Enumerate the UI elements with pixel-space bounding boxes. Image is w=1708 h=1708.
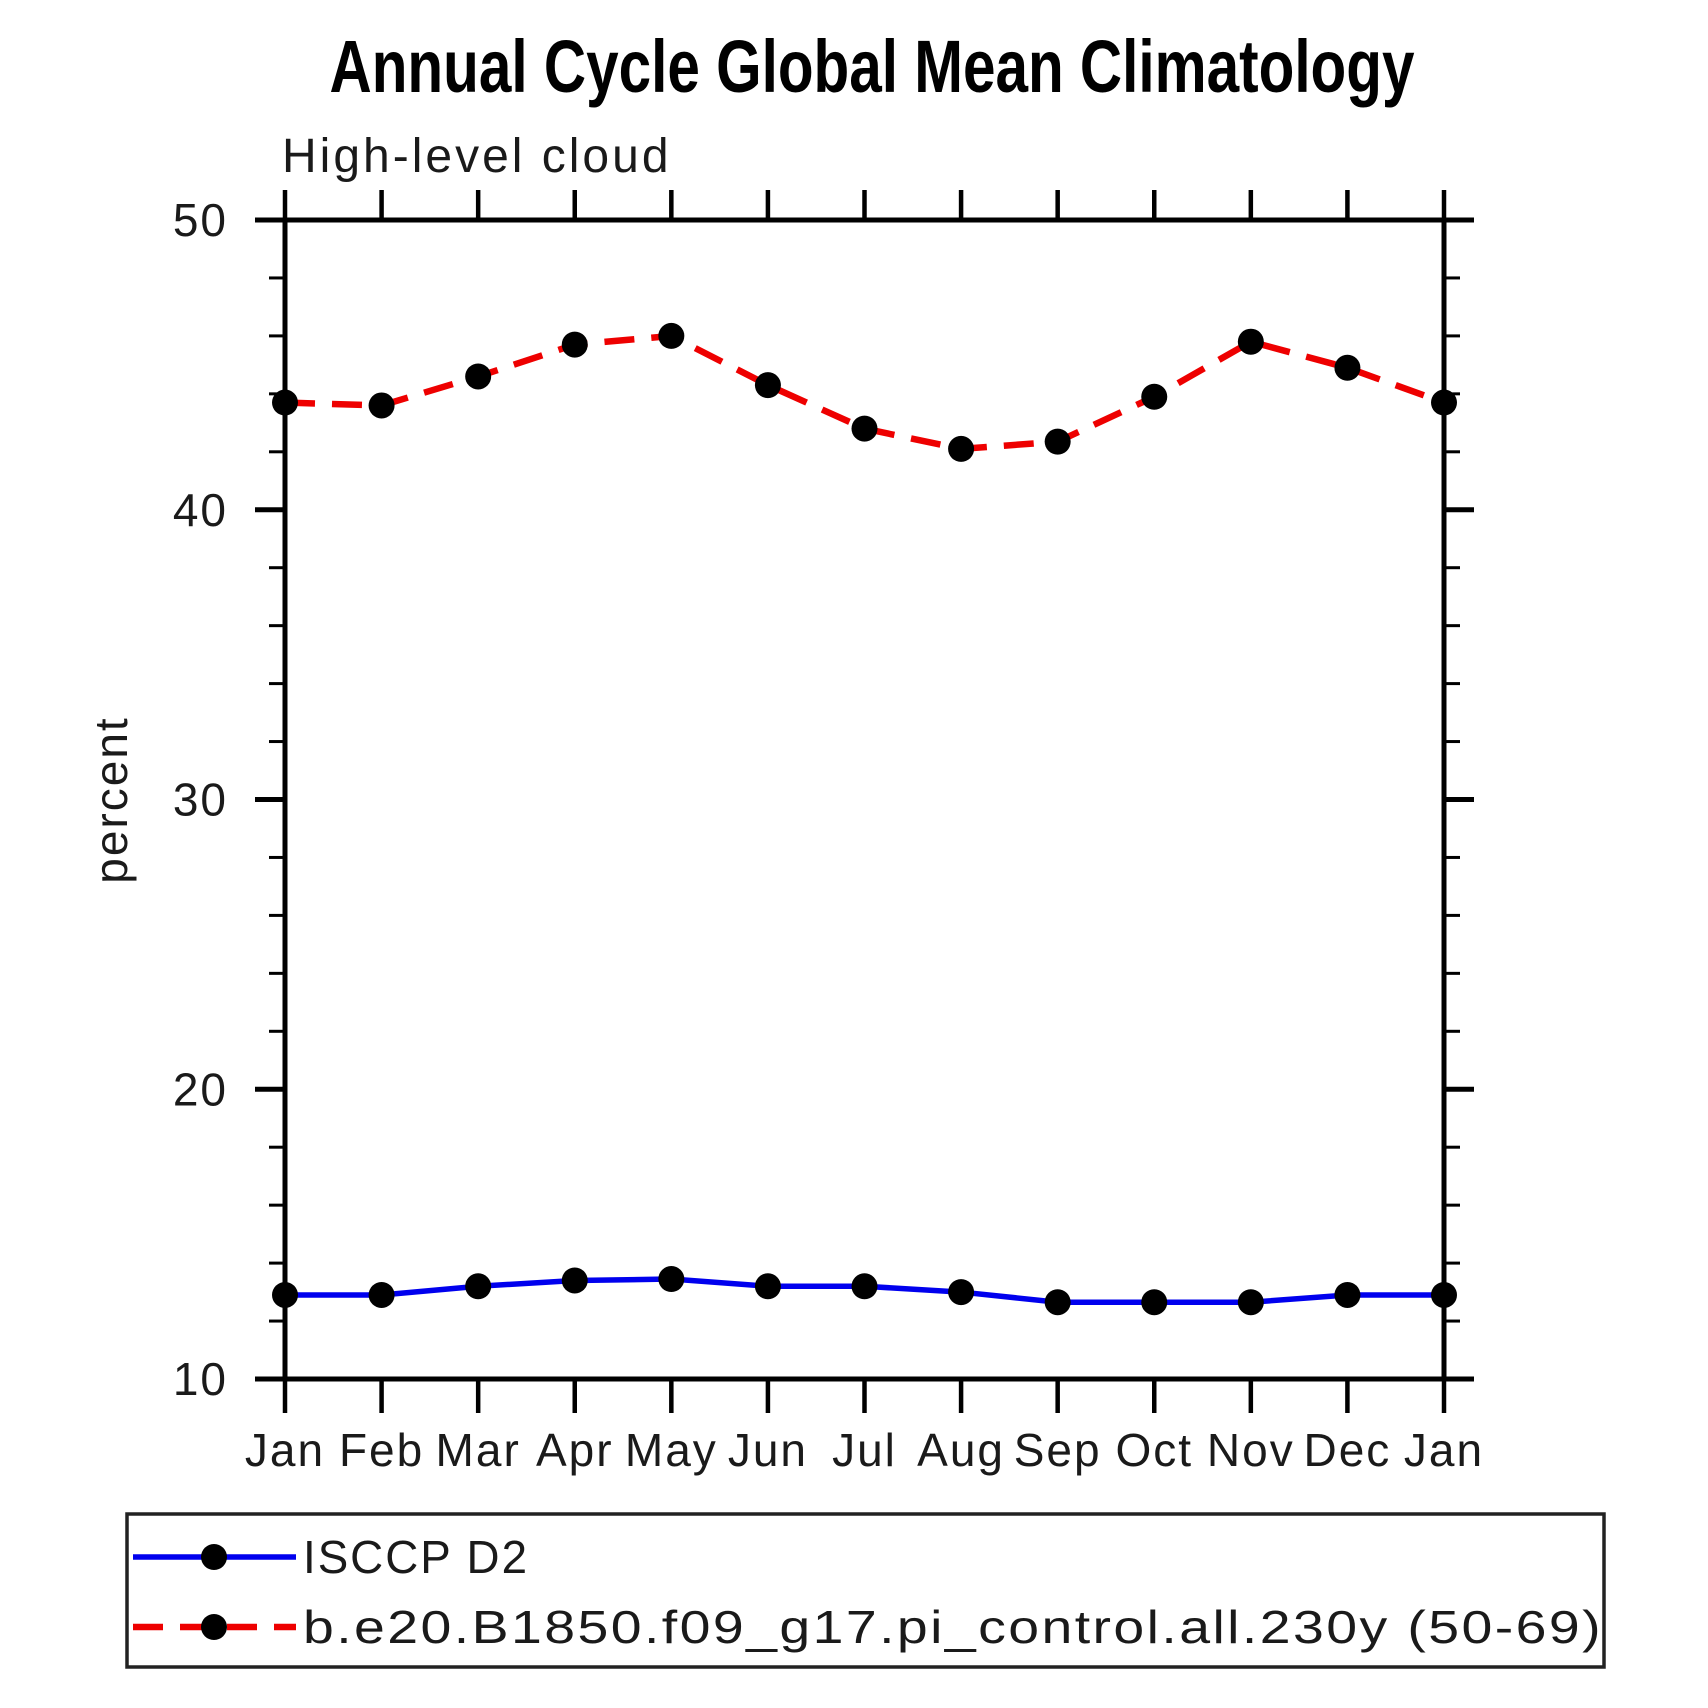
y-tick-label: 50 xyxy=(173,194,228,246)
data-point-marker xyxy=(948,435,975,462)
data-point-marker xyxy=(561,1267,588,1294)
data-point-marker xyxy=(754,1273,781,1300)
data-point-marker xyxy=(1044,428,1071,455)
x-tick-label: Dec xyxy=(1304,1424,1392,1476)
y-tick-labels-group: 10 20 30 40 50 xyxy=(173,194,228,1405)
chart-subtitle: High-level cloud xyxy=(282,130,672,183)
x-tick-label: Mar xyxy=(436,1424,521,1476)
legend-box: ISCCP D2 b.e20.B1850.f09_g17.pi_control.… xyxy=(125,1512,1606,1669)
x-tick-label: Oct xyxy=(1115,1424,1193,1476)
data-point-marker xyxy=(272,1281,298,1308)
x-tick-labels-group: Jan Feb Mar Apr May Jun Jul Aug Sep Oct Nov Dec Jan xyxy=(245,1424,1484,1476)
data-point-marker xyxy=(368,1281,395,1308)
data-point-marker xyxy=(465,363,492,390)
data-point-marker xyxy=(851,1273,878,1300)
data-point-marker xyxy=(1334,1281,1361,1308)
series-lines-group xyxy=(284,332,1446,1305)
data-point-marker xyxy=(465,1273,492,1300)
data-point-marker xyxy=(658,1266,685,1293)
data-point-marker xyxy=(368,392,395,419)
data-point-marker xyxy=(851,415,878,442)
data-point-marker xyxy=(1141,383,1168,410)
legend-entry-isccp-d2: ISCCP D2 xyxy=(303,1531,529,1583)
data-point-marker xyxy=(1237,1289,1264,1316)
data-point-marker xyxy=(1141,1289,1168,1316)
axis-ticks-group xyxy=(255,190,1474,1413)
plot-frame xyxy=(282,217,1447,1382)
y-tick-label: 30 xyxy=(173,774,228,826)
data-point-markers-group xyxy=(272,322,1457,1316)
data-point-marker xyxy=(1431,1281,1457,1308)
x-tick-label: May xyxy=(625,1424,718,1476)
data-point-marker xyxy=(1431,389,1457,416)
data-point-marker xyxy=(1237,328,1264,355)
x-tick-label: Jun xyxy=(728,1424,808,1476)
x-tick-label: Nov xyxy=(1207,1424,1295,1476)
x-tick-label: Sep xyxy=(1014,1424,1102,1476)
legend-marker-dot-icon xyxy=(201,1614,227,1640)
y-tick-label: 10 xyxy=(173,1353,228,1405)
page-title: Annual Cycle Global Mean Climatology xyxy=(330,25,1415,108)
y-tick-label: 20 xyxy=(173,1063,228,1115)
data-point-marker xyxy=(561,331,588,358)
legend-entry-model-run: b.e20.B1850.f09_g17.pi_control.all.230y … xyxy=(303,1601,1603,1653)
data-point-marker xyxy=(272,389,298,416)
x-tick-label: Apr xyxy=(536,1424,614,1476)
x-tick-label: Jul xyxy=(832,1424,897,1476)
x-tick-label: Aug xyxy=(917,1424,1005,1476)
x-tick-label: Jan xyxy=(1404,1424,1484,1476)
data-point-marker xyxy=(1334,354,1361,381)
data-point-marker xyxy=(658,322,685,349)
legend-border xyxy=(125,1512,1606,1669)
data-point-marker xyxy=(948,1279,975,1306)
data-point-marker xyxy=(1044,1289,1071,1316)
plot-frame-group xyxy=(282,217,1447,1382)
x-tick-label: Feb xyxy=(339,1424,424,1476)
y-axis-label: percent xyxy=(85,716,137,883)
y-tick-label: 40 xyxy=(173,484,228,536)
data-point-marker xyxy=(754,372,781,399)
legend-marker-dot-icon xyxy=(201,1544,227,1570)
x-tick-label: Jan xyxy=(245,1424,325,1476)
